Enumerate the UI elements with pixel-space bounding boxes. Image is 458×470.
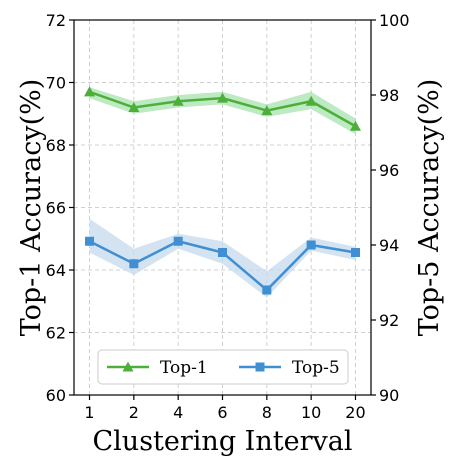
legend-box (97, 349, 349, 385)
y-right-tick-label: 94 (379, 236, 399, 255)
legend-marker-square (255, 362, 265, 372)
data-point (217, 92, 228, 103)
y-right-axis-title: Top-5 Accuracy(%) (414, 79, 445, 337)
data-point (306, 240, 316, 250)
legend-marker-triangle (122, 361, 134, 372)
data-point (173, 236, 183, 246)
x-tick-label: 1 (84, 403, 94, 422)
axes (69, 19, 376, 400)
y-right-tick-label: 92 (379, 311, 399, 330)
confidence-bands (89, 87, 356, 298)
x-tick-label: 4 (173, 403, 183, 422)
data-point (349, 120, 361, 131)
confidence-band-top-1 (89, 87, 356, 135)
legend: Top-1 Top-5 (97, 349, 349, 385)
data-point (305, 95, 317, 106)
y-left-tick-label: 72 (46, 11, 66, 30)
data-point (84, 86, 96, 97)
x-axis-title: Clustering Interval (93, 426, 353, 457)
y-right-tick-label: 100 (379, 11, 410, 30)
data-point (85, 236, 95, 246)
y-left-tick-label: 64 (46, 261, 66, 280)
legend-item-top-1: Top-1 (107, 358, 208, 378)
x-tick-label: 8 (262, 403, 272, 422)
data-point (261, 105, 273, 116)
series-markers (84, 86, 361, 295)
data-point (129, 259, 139, 269)
data-point (128, 102, 140, 112)
data-point (218, 248, 227, 257)
y-left-tick-label: 62 (46, 324, 66, 343)
x-tick-label: 20 (345, 403, 365, 422)
data-point (262, 285, 272, 295)
confidence-band-top-5 (89, 218, 356, 298)
x-tick-label: 6 (217, 403, 227, 422)
legend-label: Top-1 (160, 358, 208, 378)
y-left-tick-label: 66 (46, 199, 66, 218)
data-point (172, 95, 184, 106)
x-tick-label: 10 (301, 403, 321, 422)
legend-label: Top-5 (292, 358, 340, 378)
y-right-tick-label: 98 (379, 86, 399, 105)
y-right-tick-label: 96 (379, 161, 399, 180)
y-left-tick-label: 68 (46, 136, 66, 155)
y-right-tick-label: 90 (379, 386, 399, 405)
x-tick-label: 2 (129, 403, 139, 422)
grid (74, 19, 371, 396)
legend-item-top-5: Top-5 (239, 358, 340, 378)
y-left-tick-label: 60 (46, 386, 66, 405)
y-left-tick-label: 70 (46, 74, 66, 93)
data-point (350, 248, 360, 257)
y-left-axis-title: Top-1 Accuracy(%) (16, 79, 47, 337)
